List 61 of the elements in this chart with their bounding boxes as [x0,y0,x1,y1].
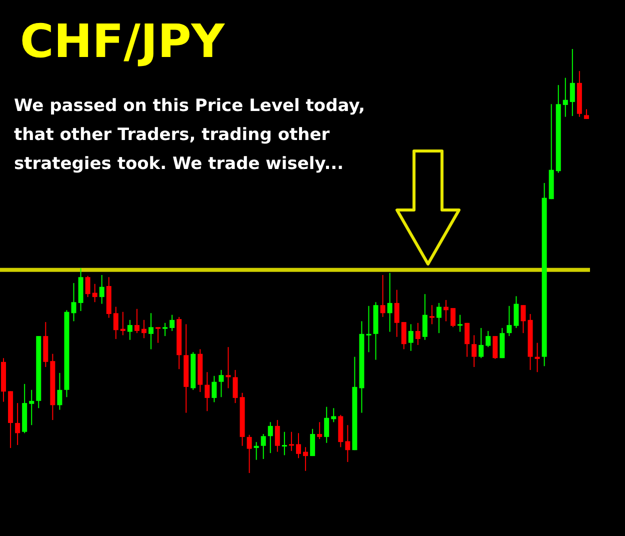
candlestick [246,434,252,473]
candlestick [570,49,575,116]
candlestick [148,312,154,350]
candlestick [71,282,76,322]
candlestick [170,314,175,332]
candlestick [254,442,259,460]
candlestick [464,322,470,358]
candlestick [274,420,280,452]
candlestick [288,431,294,452]
candlestick [310,428,316,457]
candlestick [282,431,287,456]
candlestick [331,408,336,423]
candlestick [506,305,512,337]
candlestick [156,326,161,344]
candlestick [268,422,273,454]
candlestick [429,304,434,325]
candlestick [450,308,456,328]
candlestick [15,402,20,446]
candlestick [99,274,104,304]
candlestick [141,319,146,339]
candlestick [29,389,34,426]
candlestick [317,422,322,440]
candlestick [401,322,406,350]
candlestick [486,330,491,348]
candlestick [478,327,484,359]
candlestick [303,446,308,472]
candlestick [85,275,90,298]
candlestick [422,294,428,340]
candlestick [113,306,118,340]
candlestick [345,424,350,462]
candlestick [562,77,568,118]
candlestick [226,346,231,389]
candlestick [472,334,477,368]
candlestick [212,375,217,403]
candlestick [534,342,540,373]
candlestick [120,311,126,336]
candlestick [436,302,442,334]
candlestick [458,314,463,332]
candlestick [204,372,210,412]
candlestick [162,322,168,337]
annotation: We passed on this Price Level today, that other Traders, trading other strategies took. We trade wisely... [14,95,366,176]
candlestick [218,369,224,398]
candlestick [366,305,372,353]
candlestick [324,406,330,444]
candlestick [387,272,392,332]
candlestick [408,324,414,352]
candlestick [380,274,386,318]
candlestick [127,319,132,340]
candlestick [415,322,420,346]
candlestick [584,108,589,120]
candlestick [232,369,238,404]
candlestick [260,433,266,460]
candlestick [492,336,498,360]
candlestick [134,308,140,334]
candlestick [520,304,526,334]
candlestick [92,283,98,303]
candlestick [514,296,519,328]
candlestick [394,289,400,338]
chart-title: CHF/JPY [20,14,225,68]
candlestick [296,432,301,459]
candlestick [57,372,62,410]
